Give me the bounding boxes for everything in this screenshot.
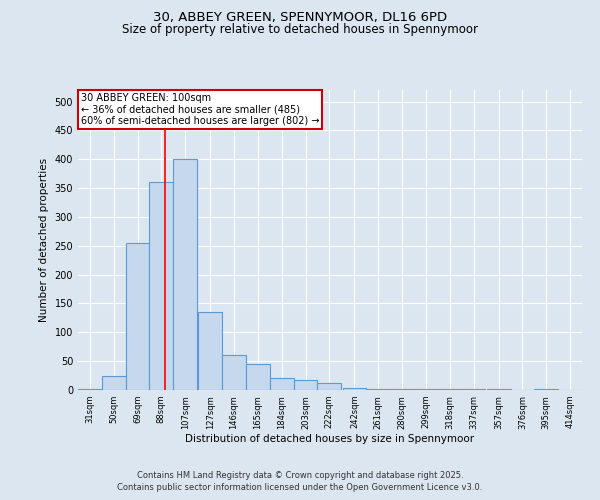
Bar <box>270 378 293 390</box>
Text: Contains HM Land Registry data © Crown copyright and database right 2025.: Contains HM Land Registry data © Crown c… <box>137 472 463 480</box>
Bar <box>293 380 317 390</box>
Text: 30 ABBEY GREEN: 100sqm
← 36% of detached houses are smaller (485)
60% of semi-de: 30 ABBEY GREEN: 100sqm ← 36% of detached… <box>80 93 319 126</box>
Bar <box>390 389 414 390</box>
X-axis label: Distribution of detached houses by size in Spennymoor: Distribution of detached houses by size … <box>185 434 475 444</box>
Text: Contains public sector information licensed under the Open Government Licence v3: Contains public sector information licen… <box>118 482 482 492</box>
Bar <box>246 364 270 390</box>
Bar <box>78 389 102 390</box>
Bar <box>438 389 461 390</box>
Bar <box>149 182 173 390</box>
Text: Size of property relative to detached houses in Spennymoor: Size of property relative to detached ho… <box>122 22 478 36</box>
Bar <box>173 159 197 390</box>
Text: 30, ABBEY GREEN, SPENNYMOOR, DL16 6PD: 30, ABBEY GREEN, SPENNYMOOR, DL16 6PD <box>153 11 447 24</box>
Bar <box>199 312 222 390</box>
Bar <box>367 389 390 390</box>
Bar <box>125 243 149 390</box>
Bar <box>317 383 341 390</box>
Bar <box>102 376 125 390</box>
Y-axis label: Number of detached properties: Number of detached properties <box>39 158 49 322</box>
Bar <box>222 356 246 390</box>
Bar <box>343 388 367 390</box>
